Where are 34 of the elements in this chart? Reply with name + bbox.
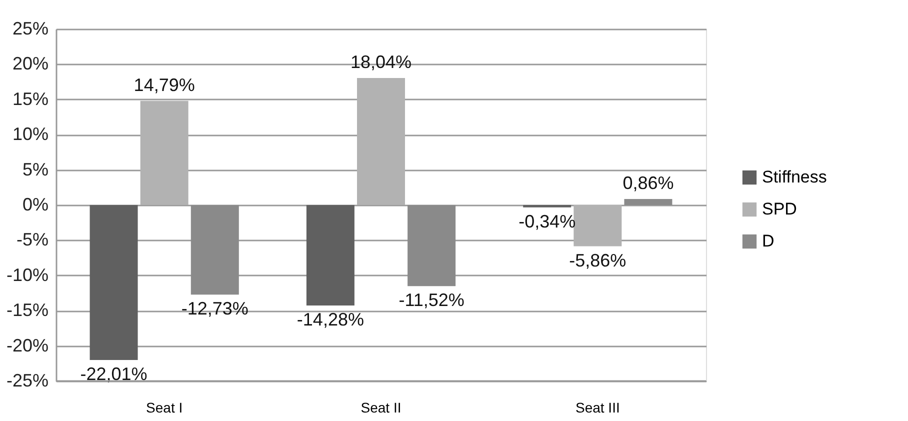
data-label: -5,86% (569, 250, 626, 270)
bar (624, 198, 672, 205)
data-label: -11,52% (398, 290, 464, 310)
data-label: 0,86% (622, 172, 674, 193)
y-tick-label: 25% (12, 18, 48, 38)
data-label: 18,04% (350, 52, 412, 72)
y-tick-label: 20% (12, 54, 48, 74)
data-label: -22,01% (80, 364, 148, 384)
legend-label: Stiffness (762, 168, 827, 186)
y-tick-label: 0% (22, 194, 48, 214)
x-tick-label: Seat II (360, 400, 402, 416)
bar (140, 100, 188, 205)
bar (190, 205, 239, 295)
x-tick-label: Seat I (146, 400, 183, 416)
bar (306, 205, 354, 306)
bar (408, 205, 456, 286)
y-tick-label: -25% (6, 370, 48, 390)
data-label: 14,79% (134, 74, 195, 95)
data-label: -12,73% (181, 298, 248, 319)
x-tick-label: Seat III (575, 400, 620, 416)
y-tick-label: 10% (12, 124, 48, 144)
data-label: -14,28% (296, 310, 364, 330)
legend-label: D (762, 232, 774, 250)
bar (90, 205, 138, 360)
bar (574, 205, 622, 246)
y-tick-label: -15% (6, 300, 48, 320)
data-label: -0,34% (518, 211, 576, 232)
bar (357, 78, 405, 205)
y-tick-label: -10% (6, 264, 48, 285)
legend-label: SPD (762, 200, 797, 218)
y-tick-label: 15% (12, 88, 48, 109)
y-tick-label: -20% (6, 335, 48, 356)
y-tick-label: 5% (22, 159, 48, 180)
y-tick-label: -5% (16, 230, 48, 250)
